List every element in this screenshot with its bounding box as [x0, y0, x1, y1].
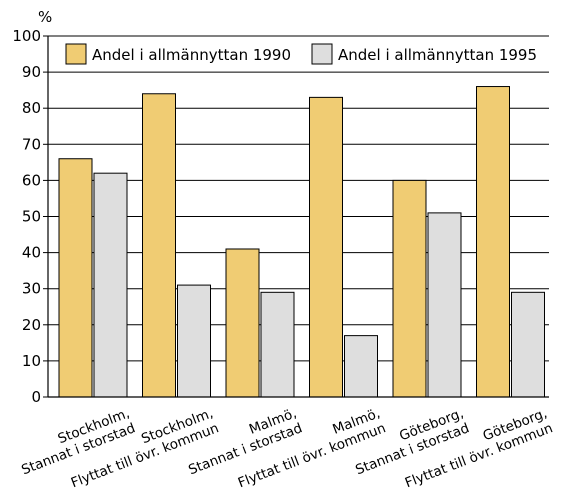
y-tick-label: 80	[22, 99, 41, 117]
bars	[58, 86, 545, 398]
y-tick-label: 60	[22, 171, 41, 189]
bar-series1	[225, 248, 260, 398]
category-labels: Stockholm,Stannat i storstad Stockholm,Fl…	[19, 405, 555, 491]
axes	[43, 35, 549, 398]
bar-series2	[511, 291, 545, 398]
y-tick-label: 90	[22, 63, 41, 81]
legend: Andel i allmännyttan 1990 Andel i allmänn…	[65, 43, 537, 65]
bar-series2	[260, 291, 295, 398]
bar-series2	[344, 335, 378, 398]
legend-label-series2: Andel i allmännyttan 1995	[338, 46, 537, 64]
bar-series2	[427, 212, 462, 398]
legend-label-series1: Andel i allmännyttan 1990	[92, 46, 291, 64]
y-unit-label: %	[38, 8, 52, 26]
bar-series1	[142, 93, 176, 398]
y-tick-labels: 0 10 20 30 40 50 60 70 80 90 100	[12, 27, 41, 406]
y-tick-label: 30	[22, 280, 41, 298]
y-tick-label: 40	[22, 244, 41, 262]
y-tick-label: 50	[22, 208, 41, 226]
y-tick-label: 10	[22, 352, 41, 370]
bar-series1	[476, 86, 510, 398]
bar-series2	[177, 284, 211, 398]
y-tick-label: 70	[22, 135, 41, 153]
legend-swatch-series2	[311, 43, 333, 65]
bar-series1	[392, 179, 427, 398]
y-tick-label: 100	[12, 27, 41, 45]
legend-swatch-series1	[65, 43, 87, 65]
gridlines	[48, 35, 549, 362]
y-tick-label: 20	[22, 316, 41, 334]
bar-series1	[58, 158, 93, 398]
y-tick-label: 0	[31, 388, 41, 406]
bar-series1	[309, 96, 343, 398]
bar-series2	[93, 172, 128, 398]
